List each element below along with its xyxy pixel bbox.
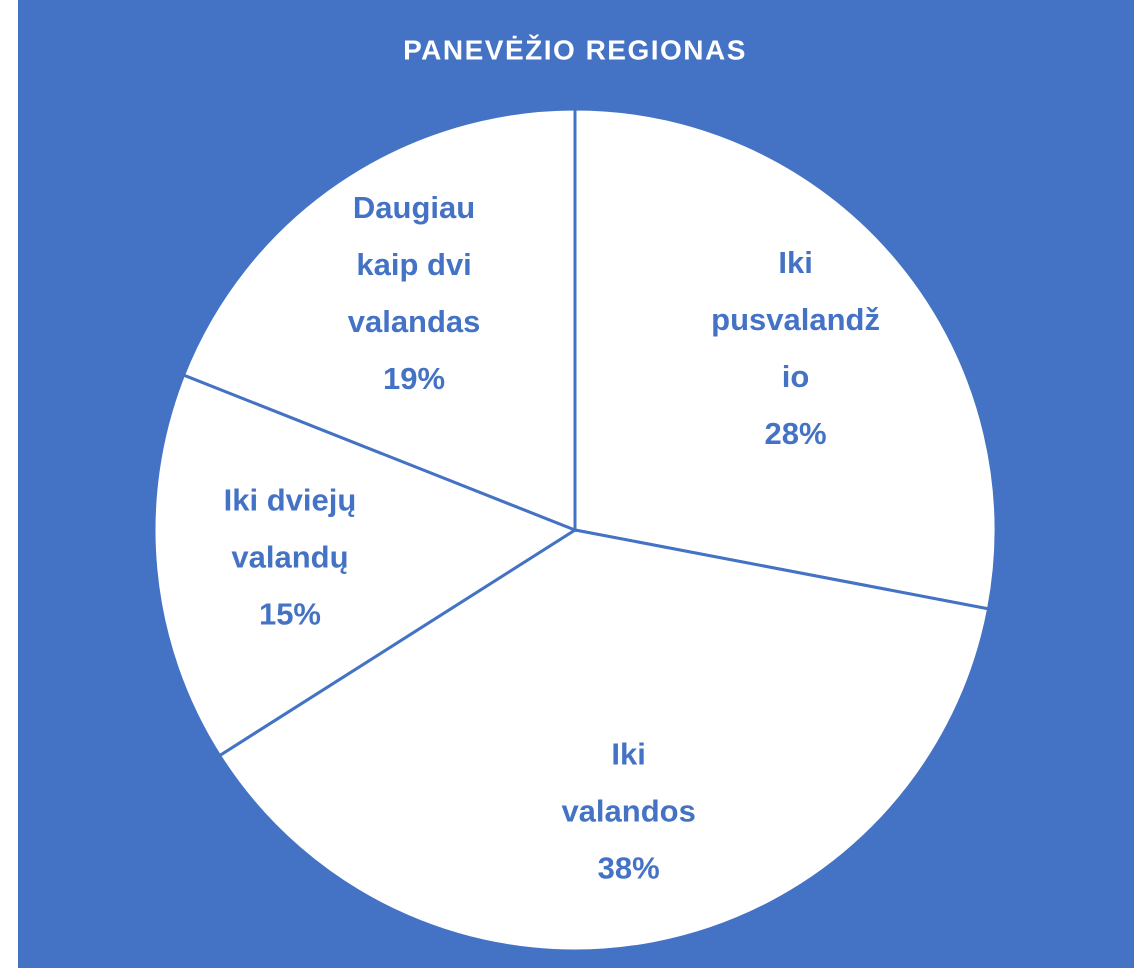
value-label: 38% xyxy=(597,850,660,886)
slice-label: Daugiau kaip dvi valandas 19% xyxy=(329,179,499,407)
value-label: 15% xyxy=(258,596,321,632)
category-label: Iki pusvalandžio xyxy=(711,244,880,394)
category-label: Daugiau kaip dvi valandas xyxy=(347,190,481,340)
pie-slice xyxy=(181,107,577,533)
value-label: 19% xyxy=(383,361,446,397)
slice-label: Iki pusvalandžio 28% xyxy=(711,234,881,462)
category-label: Iki valandos xyxy=(561,736,696,829)
pie-slice xyxy=(152,373,579,758)
slice-label: Iki valandos 38% xyxy=(544,726,714,897)
category-label: Iki dviejų valandų xyxy=(223,482,357,575)
value-label: 28% xyxy=(764,415,827,451)
pie-slice xyxy=(573,107,998,611)
slice-label: Iki dviejų valandų 15% xyxy=(205,471,375,642)
chart-title: PANEVĖŽIO REGIONAS xyxy=(403,34,747,65)
